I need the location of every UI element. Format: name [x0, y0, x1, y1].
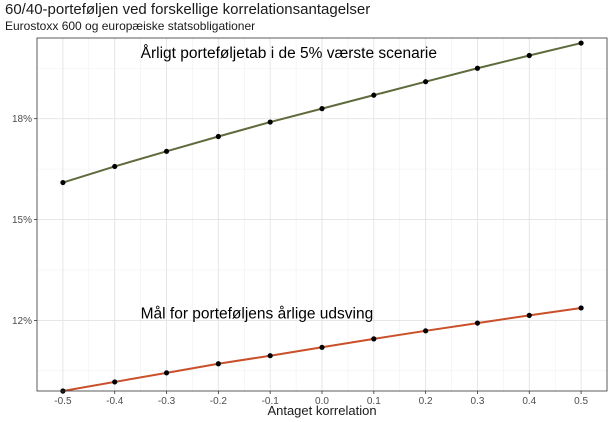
- data-point-loss: [423, 79, 429, 85]
- data-point-vol: [215, 361, 221, 367]
- data-point-loss: [526, 52, 532, 59]
- annotations-layer: Årligt porteføljetab i de 5% værste scen…: [141, 45, 437, 323]
- x-tick-label: 0.1: [367, 396, 381, 407]
- y-tick-label: 18%: [12, 114, 32, 125]
- grid-lines: [37, 38, 607, 391]
- data-point-loss: [215, 133, 221, 140]
- annotation-label: Mål for porteføljens årlige udsving: [141, 306, 374, 323]
- data-point-loss: [60, 179, 66, 186]
- data-point-loss: [319, 106, 325, 112]
- x-tick-label: -0.5: [54, 396, 72, 407]
- y-tick-label: 12%: [12, 316, 32, 327]
- data-point-loss: [112, 163, 118, 170]
- x-axis-title: Antaget korrelation: [267, 403, 376, 418]
- y-tick-label: 15%: [12, 215, 32, 226]
- axes-layer: 12% 15% 18% -0.5 -0.4 -0.3 -0.2 -0.1 0.0 0.1 0.2 0.…: [12, 114, 588, 407]
- x-tick-label: 0.0: [315, 396, 329, 407]
- data-point-loss: [371, 92, 377, 98]
- data-point-loss: [267, 119, 273, 125]
- data-point-loss: [474, 65, 481, 71]
- x-tick-label: 0.5: [574, 396, 588, 407]
- x-tick-label: 0.2: [419, 396, 433, 407]
- x-tick-label: 0.3: [471, 396, 485, 407]
- data-point-vol: [578, 305, 584, 311]
- annotation-label: Årligt porteføljetab i de 5% værste scen…: [141, 45, 437, 62]
- data-point-loss: [578, 40, 584, 46]
- data-point-vol: [423, 328, 429, 334]
- series-layer: [60, 40, 584, 394]
- data-point-vol: [371, 336, 377, 342]
- chart-subtitle: Eurostoxx 600 og europæiske statsobligat…: [5, 19, 256, 33]
- data-point-vol: [267, 353, 273, 359]
- data-point-loss: [163, 148, 170, 154]
- data-point-vol: [163, 370, 170, 376]
- x-tick-label: -0.3: [158, 396, 176, 407]
- x-tick-label: -0.4: [106, 396, 124, 407]
- chart-title: 60/40-porteføljen ved forskellige korrel…: [5, 1, 371, 18]
- data-point-vol: [474, 320, 481, 326]
- x-tick-label: -0.1: [262, 396, 280, 407]
- data-point-vol: [319, 344, 325, 350]
- data-point-vol: [526, 312, 532, 318]
- data-point-vol: [112, 379, 118, 385]
- x-tick-label: 0.4: [522, 396, 536, 407]
- x-tick-label: -0.2: [210, 396, 228, 407]
